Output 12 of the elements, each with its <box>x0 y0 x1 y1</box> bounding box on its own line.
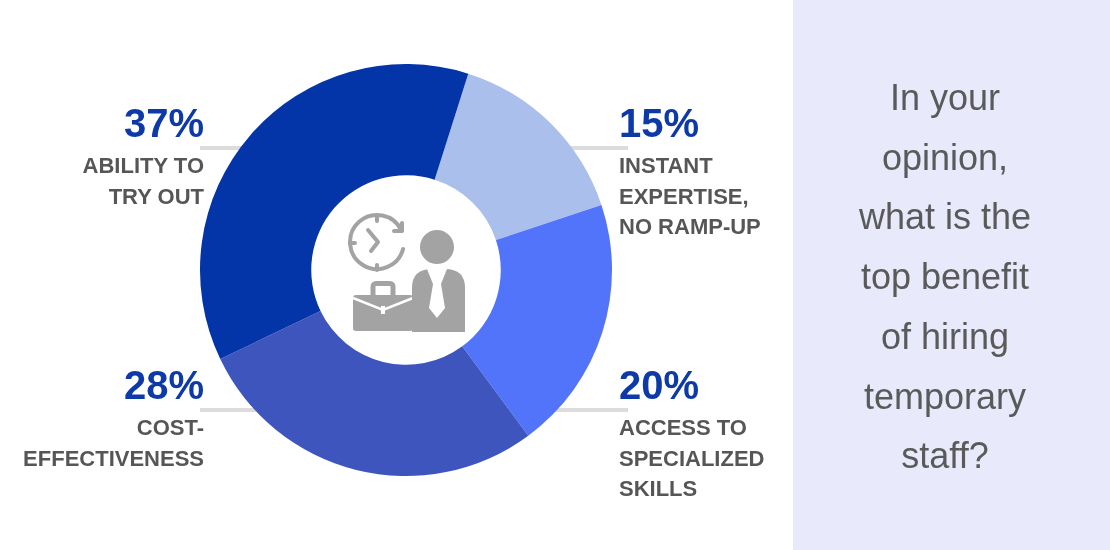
data-label: 28% <box>123 363 204 407</box>
slice-label: ACCESS TO SPECIALIZED SKILLS <box>619 415 765 501</box>
data-label: 15% <box>619 101 700 145</box>
slice-label: ABILITY TO TRY OUT <box>82 153 205 209</box>
text: In your opinion, what is the top benefit of hiring temporary staff? <box>857 77 1032 477</box>
data-label: 20% <box>619 363 700 407</box>
donut-slice <box>220 310 529 476</box>
donut-slice <box>434 73 602 241</box>
data-label: 37% <box>123 101 204 145</box>
slice-label: COST-EFFECTIVENESS <box>23 415 204 471</box>
slice-label: INSTANT EXPERTISE, NO RAMP-UP <box>619 153 761 239</box>
donut-slice <box>462 204 612 436</box>
